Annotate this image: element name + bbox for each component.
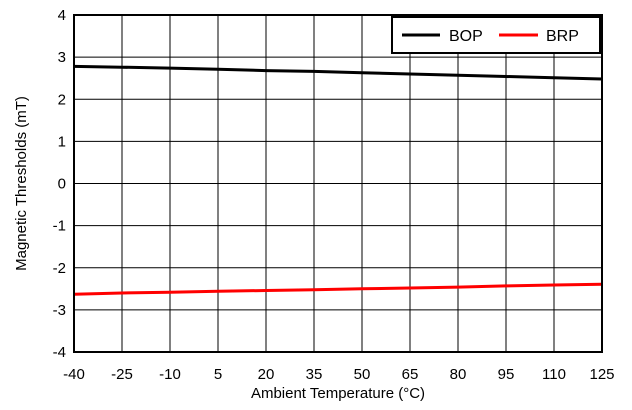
x-tick-label: 50 xyxy=(354,366,371,383)
x-tick-label: 65 xyxy=(402,366,419,383)
legend-label-bop: BOP xyxy=(449,28,483,45)
x-tick-label: -40 xyxy=(63,366,85,383)
y-tick-label: -1 xyxy=(53,218,66,235)
series-line-bop xyxy=(73,64,603,81)
x-tick-label: -10 xyxy=(159,366,181,383)
y-tick-label: 2 xyxy=(58,91,66,108)
grid xyxy=(73,14,603,353)
y-tick-label: -4 xyxy=(53,344,66,361)
x-tick-label: 20 xyxy=(258,366,275,383)
x-tick-label: 95 xyxy=(498,366,515,383)
x-tick-label: 5 xyxy=(214,366,222,383)
x-tick-label: -25 xyxy=(111,366,133,383)
x-tick-label: 35 xyxy=(306,366,323,383)
y-tick-label: 1 xyxy=(58,133,66,150)
y-tick-label: 4 xyxy=(58,7,66,24)
series-line-brp xyxy=(73,282,603,296)
legend-label-brp: BRP xyxy=(546,28,579,45)
x-axis-tick-labels: -40 -25 -10 5 20 35 50 65 80 95 110 125 xyxy=(63,366,614,383)
y-tick-label: -2 xyxy=(53,260,66,277)
y-tick-label: 0 xyxy=(58,176,66,193)
y-axis-title: Magnetic Thresholds (mT) xyxy=(13,96,30,271)
y-tick-label: 3 xyxy=(58,49,66,66)
legend: BOP BRP xyxy=(391,16,601,54)
y-tick-label: -3 xyxy=(53,302,66,319)
series-layer xyxy=(73,64,603,296)
x-tick-label: 80 xyxy=(450,366,467,383)
x-axis-title: Ambient Temperature (°C) xyxy=(251,385,425,402)
y-axis-tick-labels: 4 3 2 1 0 -1 -2 -3 -4 xyxy=(53,7,66,361)
x-tick-label: 125 xyxy=(589,366,614,383)
plot-area-border xyxy=(73,14,603,353)
x-tick-label: 110 xyxy=(542,366,566,383)
